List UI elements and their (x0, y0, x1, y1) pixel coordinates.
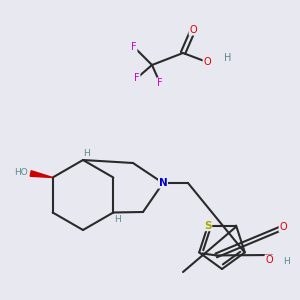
Text: O: O (203, 57, 211, 67)
Text: F: F (134, 73, 140, 83)
Text: O: O (189, 25, 197, 35)
Text: H: H (283, 257, 290, 266)
Text: HO: HO (14, 168, 28, 177)
Text: F: F (157, 78, 163, 88)
Text: H: H (224, 53, 232, 63)
Text: H: H (114, 215, 121, 224)
Text: F: F (131, 42, 137, 52)
Text: O: O (265, 255, 273, 265)
Text: O: O (279, 222, 287, 232)
Polygon shape (30, 171, 53, 178)
Text: N: N (159, 178, 167, 188)
Text: H: H (84, 148, 90, 158)
Text: S: S (204, 220, 212, 231)
